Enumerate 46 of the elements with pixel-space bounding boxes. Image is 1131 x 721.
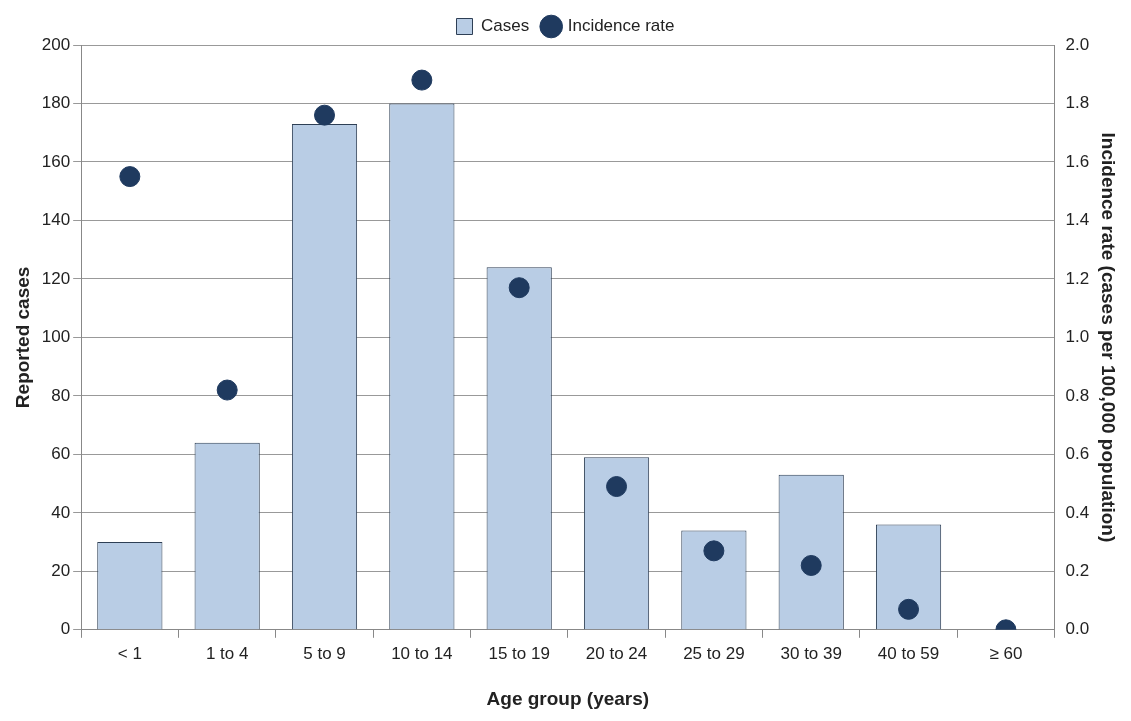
y2-tick-label: 0.6 [1065, 444, 1090, 464]
x-tick-label: ≥ 60 [989, 643, 1023, 663]
point [411, 69, 433, 91]
point [800, 554, 822, 576]
y2-tick-label: 1.2 [1065, 268, 1090, 288]
x-tick-label: 10 to 14 [391, 643, 453, 663]
x-tick-label: 20 to 24 [585, 643, 648, 663]
y-tick-label: 140 [41, 210, 71, 230]
point [703, 540, 725, 562]
x-tick-label: 25 to 29 [683, 643, 745, 663]
y2-tick-label: 0.4 [1065, 502, 1090, 522]
x-tick-label: 30 to 39 [780, 643, 842, 663]
y2-tick-label: 1.0 [1065, 327, 1090, 347]
x-tick-label: 1 to 4 [205, 643, 249, 663]
y-tick-label: 160 [41, 151, 71, 171]
point [508, 277, 530, 299]
x-axis-title: Age group (years) [486, 687, 650, 709]
point [606, 476, 628, 498]
point [314, 104, 336, 126]
y-tick-label: 20 [51, 561, 71, 581]
y-tick-label: 0 [60, 619, 71, 639]
y-tick-label: 200 [41, 34, 71, 54]
y-tick-label: 100 [41, 327, 71, 347]
x-tick-label: < 1 [117, 643, 142, 663]
y-tick-label: 120 [41, 268, 71, 288]
y2-tick-label: 1.8 [1065, 93, 1090, 113]
point [216, 379, 238, 401]
legend-label: Incidence rate [567, 16, 675, 36]
y2-tick-label: 0.8 [1065, 385, 1090, 405]
x-tick-label: 40 to 59 [877, 643, 940, 663]
y2-tick-label: 2.0 [1065, 34, 1090, 54]
x-tick-label: 5 to 9 [303, 643, 346, 663]
y-tick-label: 180 [41, 93, 71, 113]
y2-axis-title: Incidence rate (cases per 100,000 population) [1098, 132, 1120, 543]
y-tick-label: 80 [51, 385, 71, 405]
y2-tick-label: 0.0 [1065, 619, 1090, 639]
y-axis-title: Reported cases [11, 266, 33, 409]
y-tick-label: 40 [51, 502, 71, 522]
y-tick-label: 60 [51, 444, 71, 464]
point [119, 166, 141, 188]
x-tick-label: 15 to 19 [488, 643, 550, 663]
y2-tick-label: 1.4 [1065, 210, 1090, 230]
legend-label: Cases [481, 16, 530, 36]
y2-tick-label: 1.6 [1065, 151, 1090, 171]
point [898, 598, 920, 620]
y2-tick-label: 0.2 [1065, 561, 1090, 581]
